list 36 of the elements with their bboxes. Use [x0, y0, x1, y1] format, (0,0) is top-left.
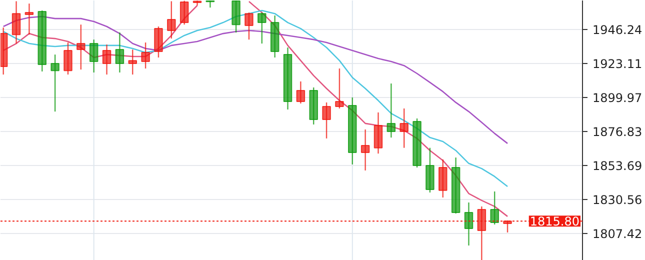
y-tick-label: 1830.56	[592, 192, 642, 207]
candlestick	[102, 44, 112, 76]
candlestick	[438, 158, 448, 198]
y-tick-label: 1807.42	[592, 226, 642, 241]
candlestick	[24, 2, 34, 36]
candlestick	[258, 12, 266, 44]
y-tick-label: 1946.24	[592, 23, 642, 38]
candlestick	[12, 0, 21, 44]
candlestick	[64, 42, 72, 76]
candlestick	[115, 32, 124, 74]
candlestick	[464, 202, 474, 246]
candlestick	[206, 0, 215, 8]
candlestick	[89, 38, 98, 74]
candlestick	[322, 102, 331, 140]
candlestick	[128, 48, 137, 76]
candlestick	[490, 190, 499, 226]
candlestick	[386, 82, 396, 138]
ref-line-label: 1815.80	[530, 214, 580, 229]
candlestick	[141, 42, 150, 70]
y-tick-label: 1876.83	[592, 124, 642, 139]
candlestick	[360, 128, 370, 172]
candlestick	[296, 80, 306, 104]
candlestick	[335, 68, 344, 110]
candlestick	[154, 26, 163, 58]
candlestick	[232, 0, 240, 34]
candlestick	[76, 24, 86, 70]
candlestick	[167, 0, 176, 40]
line-series	[2, 10, 508, 188]
y-tick-label: 1899.97	[592, 90, 642, 105]
y-tick-label: 1923.11	[592, 57, 642, 71]
candlestick	[180, 0, 189, 26]
candlestick	[50, 54, 60, 112]
candlestick	[244, 12, 254, 40]
candlestick	[400, 108, 408, 148]
y-tick-label: 1853.69	[592, 158, 642, 173]
candlestick	[374, 112, 383, 154]
